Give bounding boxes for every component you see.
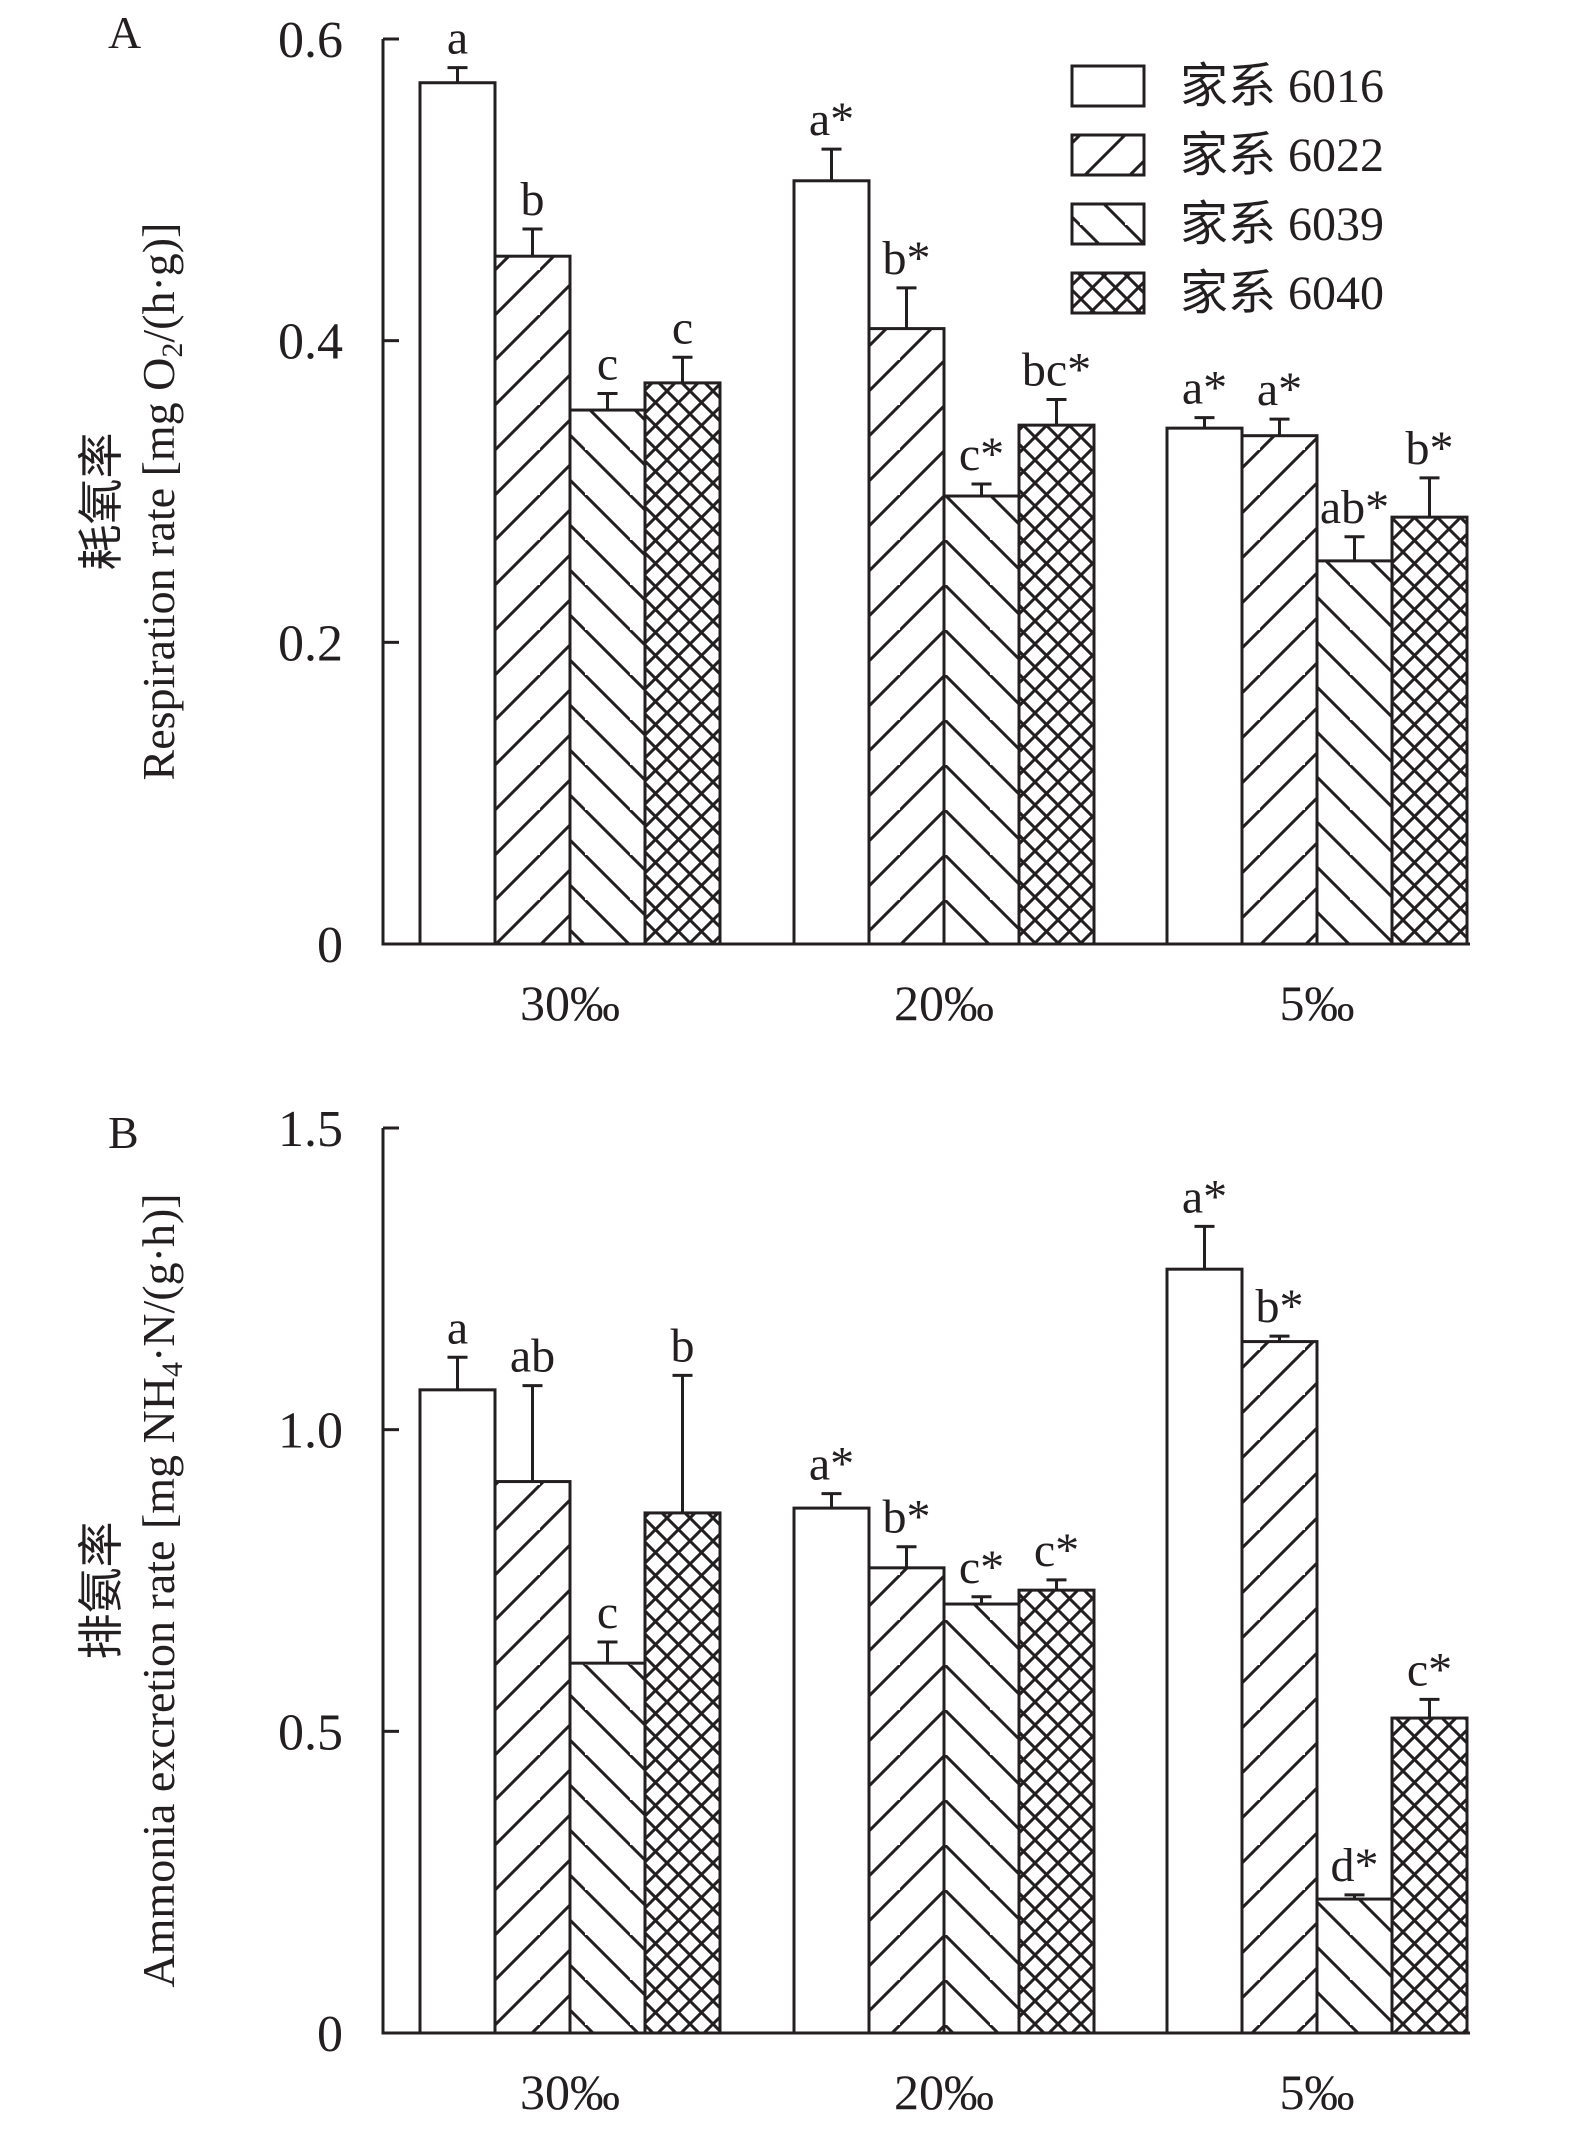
bar [792, 1506, 871, 2035]
legend-label: 家系 6040 [1180, 267, 1384, 320]
significance-label: c* [1407, 1643, 1452, 1696]
y-tick-label: 0.6 [278, 12, 343, 69]
significance-label: a [447, 12, 468, 65]
y-tick-label: 1.5 [278, 1101, 343, 1158]
bar [942, 494, 1021, 946]
significance-label: c* [1034, 1524, 1079, 1577]
bar [867, 1566, 946, 2035]
y-label-subscript: 4 [156, 1362, 189, 1377]
significance-label: a* [1182, 362, 1227, 415]
bar [1165, 426, 1244, 946]
x-category-label: 20‰ [894, 975, 994, 1031]
panel-letter: B [108, 1107, 139, 1158]
bar [1017, 423, 1096, 946]
bar [1315, 559, 1394, 946]
significance-label: a* [809, 93, 854, 146]
significance-label: ab* [1320, 481, 1389, 534]
bar [1390, 515, 1469, 946]
bar [493, 254, 572, 946]
y-axis-label-cn: 耗氧率 [76, 433, 127, 571]
significance-label: ab [510, 1330, 555, 1383]
significance-label: b* [1256, 1280, 1304, 1333]
bar [1390, 1716, 1469, 2035]
significance-label: b* [883, 232, 931, 285]
y-axis-label-cn: 排氨率 [76, 1522, 127, 1660]
bar [1315, 1897, 1394, 2035]
bar [568, 1661, 647, 2035]
panel-a: A 0 0.2 0.4 0.6 耗氧率 Respiration rate [mg O2/(h… [76, 7, 1470, 1031]
bar [1240, 1340, 1319, 2035]
significance-label: b* [1406, 422, 1454, 475]
y-label-text: ·N/(g·h)] [133, 1193, 184, 1362]
significance-label: a [447, 1301, 468, 1354]
bar [568, 408, 647, 946]
y-label-subscript: 2 [156, 343, 189, 358]
panel-b: B 0 0.5 1.0 1.5 排氨率 Ammonia excretion rate [mg… [76, 1101, 1470, 2120]
significance-label: b [671, 1319, 695, 1372]
significance-label: b [521, 173, 545, 226]
y-label-text: Ammonia excretion rate [mg NH [133, 1377, 184, 1988]
bar [418, 81, 497, 946]
significance-label: a* [809, 1438, 854, 1491]
bar [493, 1480, 572, 2035]
x-category-label: 20‰ [894, 2064, 994, 2120]
significance-label: a* [1257, 363, 1302, 416]
x-category-label: 5‰ [1280, 2064, 1355, 2120]
bar [1240, 434, 1319, 946]
significance-label: d* [1331, 1839, 1379, 1892]
x-category-label: 30‰ [520, 2064, 620, 2120]
y-tick-label: 0 [317, 2006, 343, 2063]
legend-swatch [1070, 133, 1146, 177]
bar [867, 327, 946, 946]
panel-letter: A [108, 7, 141, 58]
bar [942, 1602, 1021, 2035]
significance-label: c [672, 301, 693, 354]
x-category-label: 30‰ [520, 975, 620, 1031]
y-tick-label: 0.2 [278, 615, 343, 672]
significance-label: bc* [1022, 343, 1091, 396]
y-tick-label: 1.0 [278, 1403, 343, 1460]
legend-label: 家系 6022 [1180, 129, 1384, 182]
y-label-text: /(h·g)] [133, 223, 184, 343]
significance-label: c [597, 337, 618, 390]
significance-label: c [597, 1586, 618, 1639]
legend-swatch [1070, 202, 1146, 246]
y-tick-label: 0.4 [278, 314, 343, 371]
legend-label: 家系 6039 [1180, 198, 1384, 251]
y-label-text: Respiration rate [mg O [133, 358, 184, 781]
legend-swatch [1070, 271, 1146, 315]
bar [1165, 1267, 1244, 2035]
significance-label: c* [959, 1541, 1004, 1594]
legend-label: 家系 6016 [1180, 60, 1384, 113]
significance-label: b* [883, 1491, 931, 1544]
y-tick-label: 0.5 [278, 1704, 343, 1761]
y-axis-label-en: Respiration rate [mg O2/(h·g)] [133, 223, 189, 781]
significance-label: a* [1182, 1170, 1227, 1223]
significance-label: c* [959, 428, 1004, 481]
y-tick-label: 0 [317, 917, 343, 974]
y-axis-label-en: Ammonia excretion rate [mg NH4·N/(g·h)] [133, 1193, 189, 1987]
x-category-label: 5‰ [1280, 975, 1355, 1031]
legend-swatch [1070, 64, 1146, 108]
bar [1017, 1588, 1096, 2035]
bar [643, 1511, 722, 2035]
bar [792, 179, 871, 946]
bar [643, 381, 722, 946]
bar [418, 1388, 497, 2035]
